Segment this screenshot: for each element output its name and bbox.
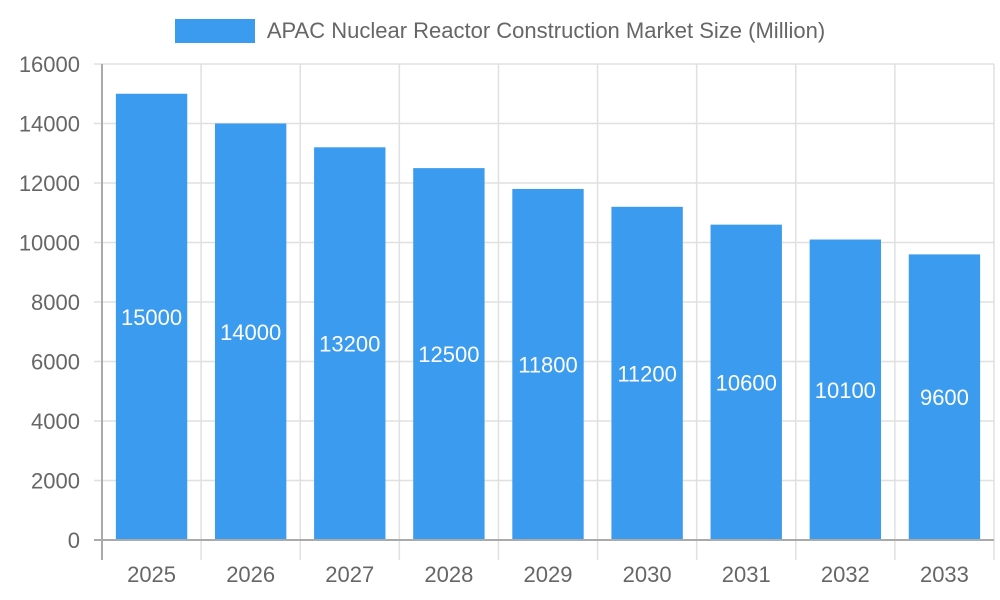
x-tick-label: 2029 [524, 562, 573, 587]
bar [413, 168, 485, 540]
legend-label: APAC Nuclear Reactor Construction Market… [266, 18, 826, 43]
bar [908, 254, 981, 540]
data-label: 11200 [617, 361, 677, 386]
y-tick-label: 16000 [19, 52, 80, 77]
chart-legend: APAC Nuclear Reactor Construction Market… [0, 18, 1000, 44]
x-tick-label: 2026 [226, 562, 275, 587]
bar [611, 206, 683, 541]
x-tick-label: 2031 [722, 562, 771, 587]
bar [710, 224, 782, 540]
data-label: 14000 [220, 320, 281, 345]
x-tick-label: 2025 [127, 562, 176, 587]
bar [115, 93, 188, 540]
data-label: 10100 [815, 378, 876, 403]
y-tick-label: 0 [68, 528, 80, 553]
x-tick-label: 2030 [623, 562, 672, 587]
data-label: 11800 [518, 352, 578, 377]
y-tick-label: 4000 [31, 409, 80, 434]
bar [512, 188, 584, 540]
data-label: 15000 [121, 305, 182, 330]
y-tick-label: 10000 [19, 231, 80, 256]
bar [214, 123, 287, 540]
y-tick-label: 8000 [31, 290, 80, 315]
bar [809, 239, 882, 540]
x-tick-label: 2033 [920, 562, 969, 587]
y-tick-label: 12000 [19, 171, 80, 196]
y-tick-label: 14000 [19, 112, 80, 137]
y-tick-label: 6000 [31, 350, 80, 375]
bar [314, 147, 386, 541]
data-label: 13200 [319, 332, 380, 357]
x-tick-label: 2028 [424, 562, 473, 587]
x-tick-label: 2027 [325, 562, 374, 587]
data-label: 10600 [716, 370, 777, 395]
legend-swatch[interactable] [174, 19, 255, 43]
data-label: 12500 [418, 342, 479, 367]
y-tick-label: 2000 [31, 469, 80, 494]
x-tick-label: 2032 [821, 562, 870, 587]
data-label: 9600 [920, 385, 969, 410]
